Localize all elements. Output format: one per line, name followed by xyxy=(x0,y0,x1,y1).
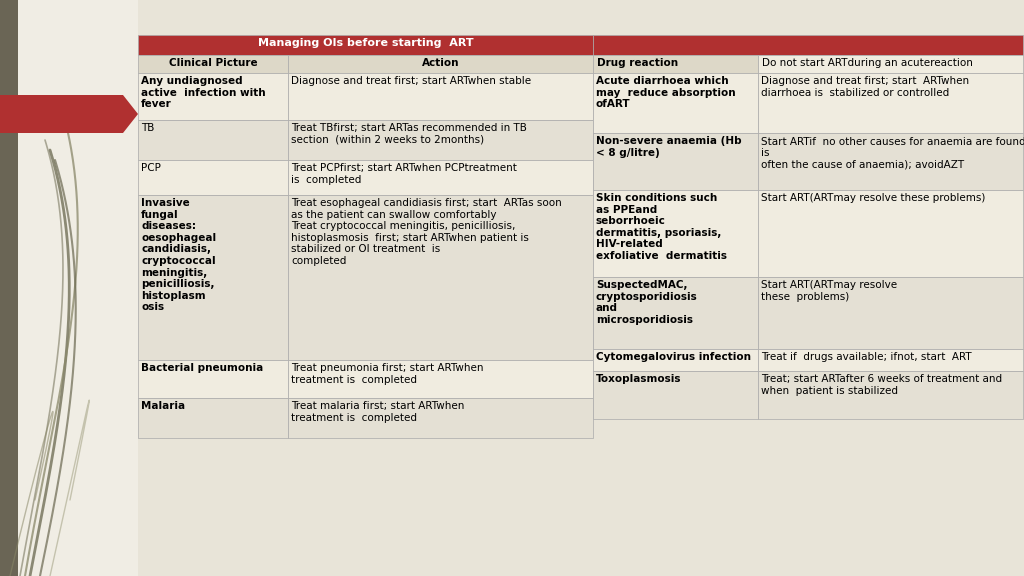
Text: Malaria: Malaria xyxy=(141,401,185,411)
Bar xyxy=(288,55,593,73)
Bar xyxy=(288,120,593,160)
Text: Treat; start ARTafter 6 weeks of treatment and
when  patient is stabilized: Treat; start ARTafter 6 weeks of treatme… xyxy=(761,374,1002,396)
Bar xyxy=(138,35,593,55)
Text: Non-severe anaemia (Hb
< 8 g/litre): Non-severe anaemia (Hb < 8 g/litre) xyxy=(596,136,741,158)
Bar xyxy=(758,133,1023,190)
Text: Action: Action xyxy=(422,58,459,68)
Bar xyxy=(758,371,1023,419)
Text: TB: TB xyxy=(141,123,155,133)
Bar xyxy=(288,360,593,398)
Bar xyxy=(138,160,288,195)
Bar xyxy=(593,133,758,190)
Text: Treat if  drugs available; ifnot, start  ART: Treat if drugs available; ifnot, start A… xyxy=(761,352,972,362)
Bar xyxy=(138,120,288,160)
Text: Skin conditions such
as PPEand
seborrhoeic
dermatitis, psoriasis,
HIV-related
ex: Skin conditions such as PPEand seborrhoe… xyxy=(596,193,727,261)
Text: Acute diarrhoea which
may  reduce absorption
ofART: Acute diarrhoea which may reduce absorpt… xyxy=(596,76,735,109)
Text: Treat PCPfirst; start ARTwhen PCPtreatment
is  completed: Treat PCPfirst; start ARTwhen PCPtreatme… xyxy=(291,163,517,184)
Text: Diagnose and treat first; start  ARTwhen
diarrhoea is  stabilized or controlled: Diagnose and treat first; start ARTwhen … xyxy=(761,76,969,97)
Bar xyxy=(593,277,758,349)
Text: Start ART(ARTmay resolve these problems): Start ART(ARTmay resolve these problems) xyxy=(761,193,985,203)
Bar xyxy=(138,55,288,73)
Text: PCP: PCP xyxy=(141,163,161,173)
Text: SuspectedMAC,
cryptosporidiosis
and
microsporidiosis: SuspectedMAC, cryptosporidiosis and micr… xyxy=(596,280,697,325)
Text: Managing OIs before starting  ART: Managing OIs before starting ART xyxy=(258,38,473,48)
Text: Do not start ARTduring an acutereaction: Do not start ARTduring an acutereaction xyxy=(762,58,973,68)
Text: Treat TBfirst; start ARTas recommended in TB
section  (within 2 weeks to 2months: Treat TBfirst; start ARTas recommended i… xyxy=(291,123,527,145)
Text: Start ART(ARTmay resolve
these  problems): Start ART(ARTmay resolve these problems) xyxy=(761,280,897,302)
Text: Treat pneumonia first; start ARTwhen
treatment is  completed: Treat pneumonia first; start ARTwhen tre… xyxy=(291,363,483,385)
Bar xyxy=(138,398,288,438)
Text: Treat esophageal candidiasis first; start  ARTas soon
as the patient can swallow: Treat esophageal candidiasis first; star… xyxy=(291,198,562,266)
Text: Invasive
fungal
diseases:
oesophageal
candidiasis,
cryptococcal
meningitis,
peni: Invasive fungal diseases: oesophageal ca… xyxy=(141,198,216,312)
Bar xyxy=(0,0,18,576)
Text: Any undiagnosed
active  infection with
fever: Any undiagnosed active infection with fe… xyxy=(141,76,265,109)
Bar xyxy=(593,190,758,277)
Bar xyxy=(593,73,758,133)
Text: Start ARTif  no other causes for anaemia are found (HIV
is
often the cause of an: Start ARTif no other causes for anaemia … xyxy=(761,136,1024,169)
Bar xyxy=(758,190,1023,277)
Text: Toxoplasmosis: Toxoplasmosis xyxy=(596,374,682,384)
Bar xyxy=(758,277,1023,349)
Text: Cytomegalovirus infection: Cytomegalovirus infection xyxy=(596,352,751,362)
Bar xyxy=(0,0,138,576)
Text: Drug reaction: Drug reaction xyxy=(597,58,678,68)
Bar xyxy=(138,73,288,120)
Bar xyxy=(138,195,288,360)
Polygon shape xyxy=(0,95,138,133)
Bar xyxy=(593,349,758,371)
Text: Treat malaria first; start ARTwhen
treatment is  completed: Treat malaria first; start ARTwhen treat… xyxy=(291,401,464,423)
Bar xyxy=(288,73,593,120)
Bar xyxy=(758,55,1023,73)
Bar xyxy=(593,35,1023,55)
Text: Clinical Picture: Clinical Picture xyxy=(169,58,257,68)
Bar xyxy=(288,195,593,360)
Bar xyxy=(593,371,758,419)
Bar xyxy=(758,73,1023,133)
Bar xyxy=(138,360,288,398)
Bar xyxy=(593,55,758,73)
Text: Diagnose and treat first; start ARTwhen stable: Diagnose and treat first; start ARTwhen … xyxy=(291,76,531,86)
Bar xyxy=(288,398,593,438)
Bar xyxy=(288,160,593,195)
Bar xyxy=(758,349,1023,371)
Text: Bacterial pneumonia: Bacterial pneumonia xyxy=(141,363,263,373)
